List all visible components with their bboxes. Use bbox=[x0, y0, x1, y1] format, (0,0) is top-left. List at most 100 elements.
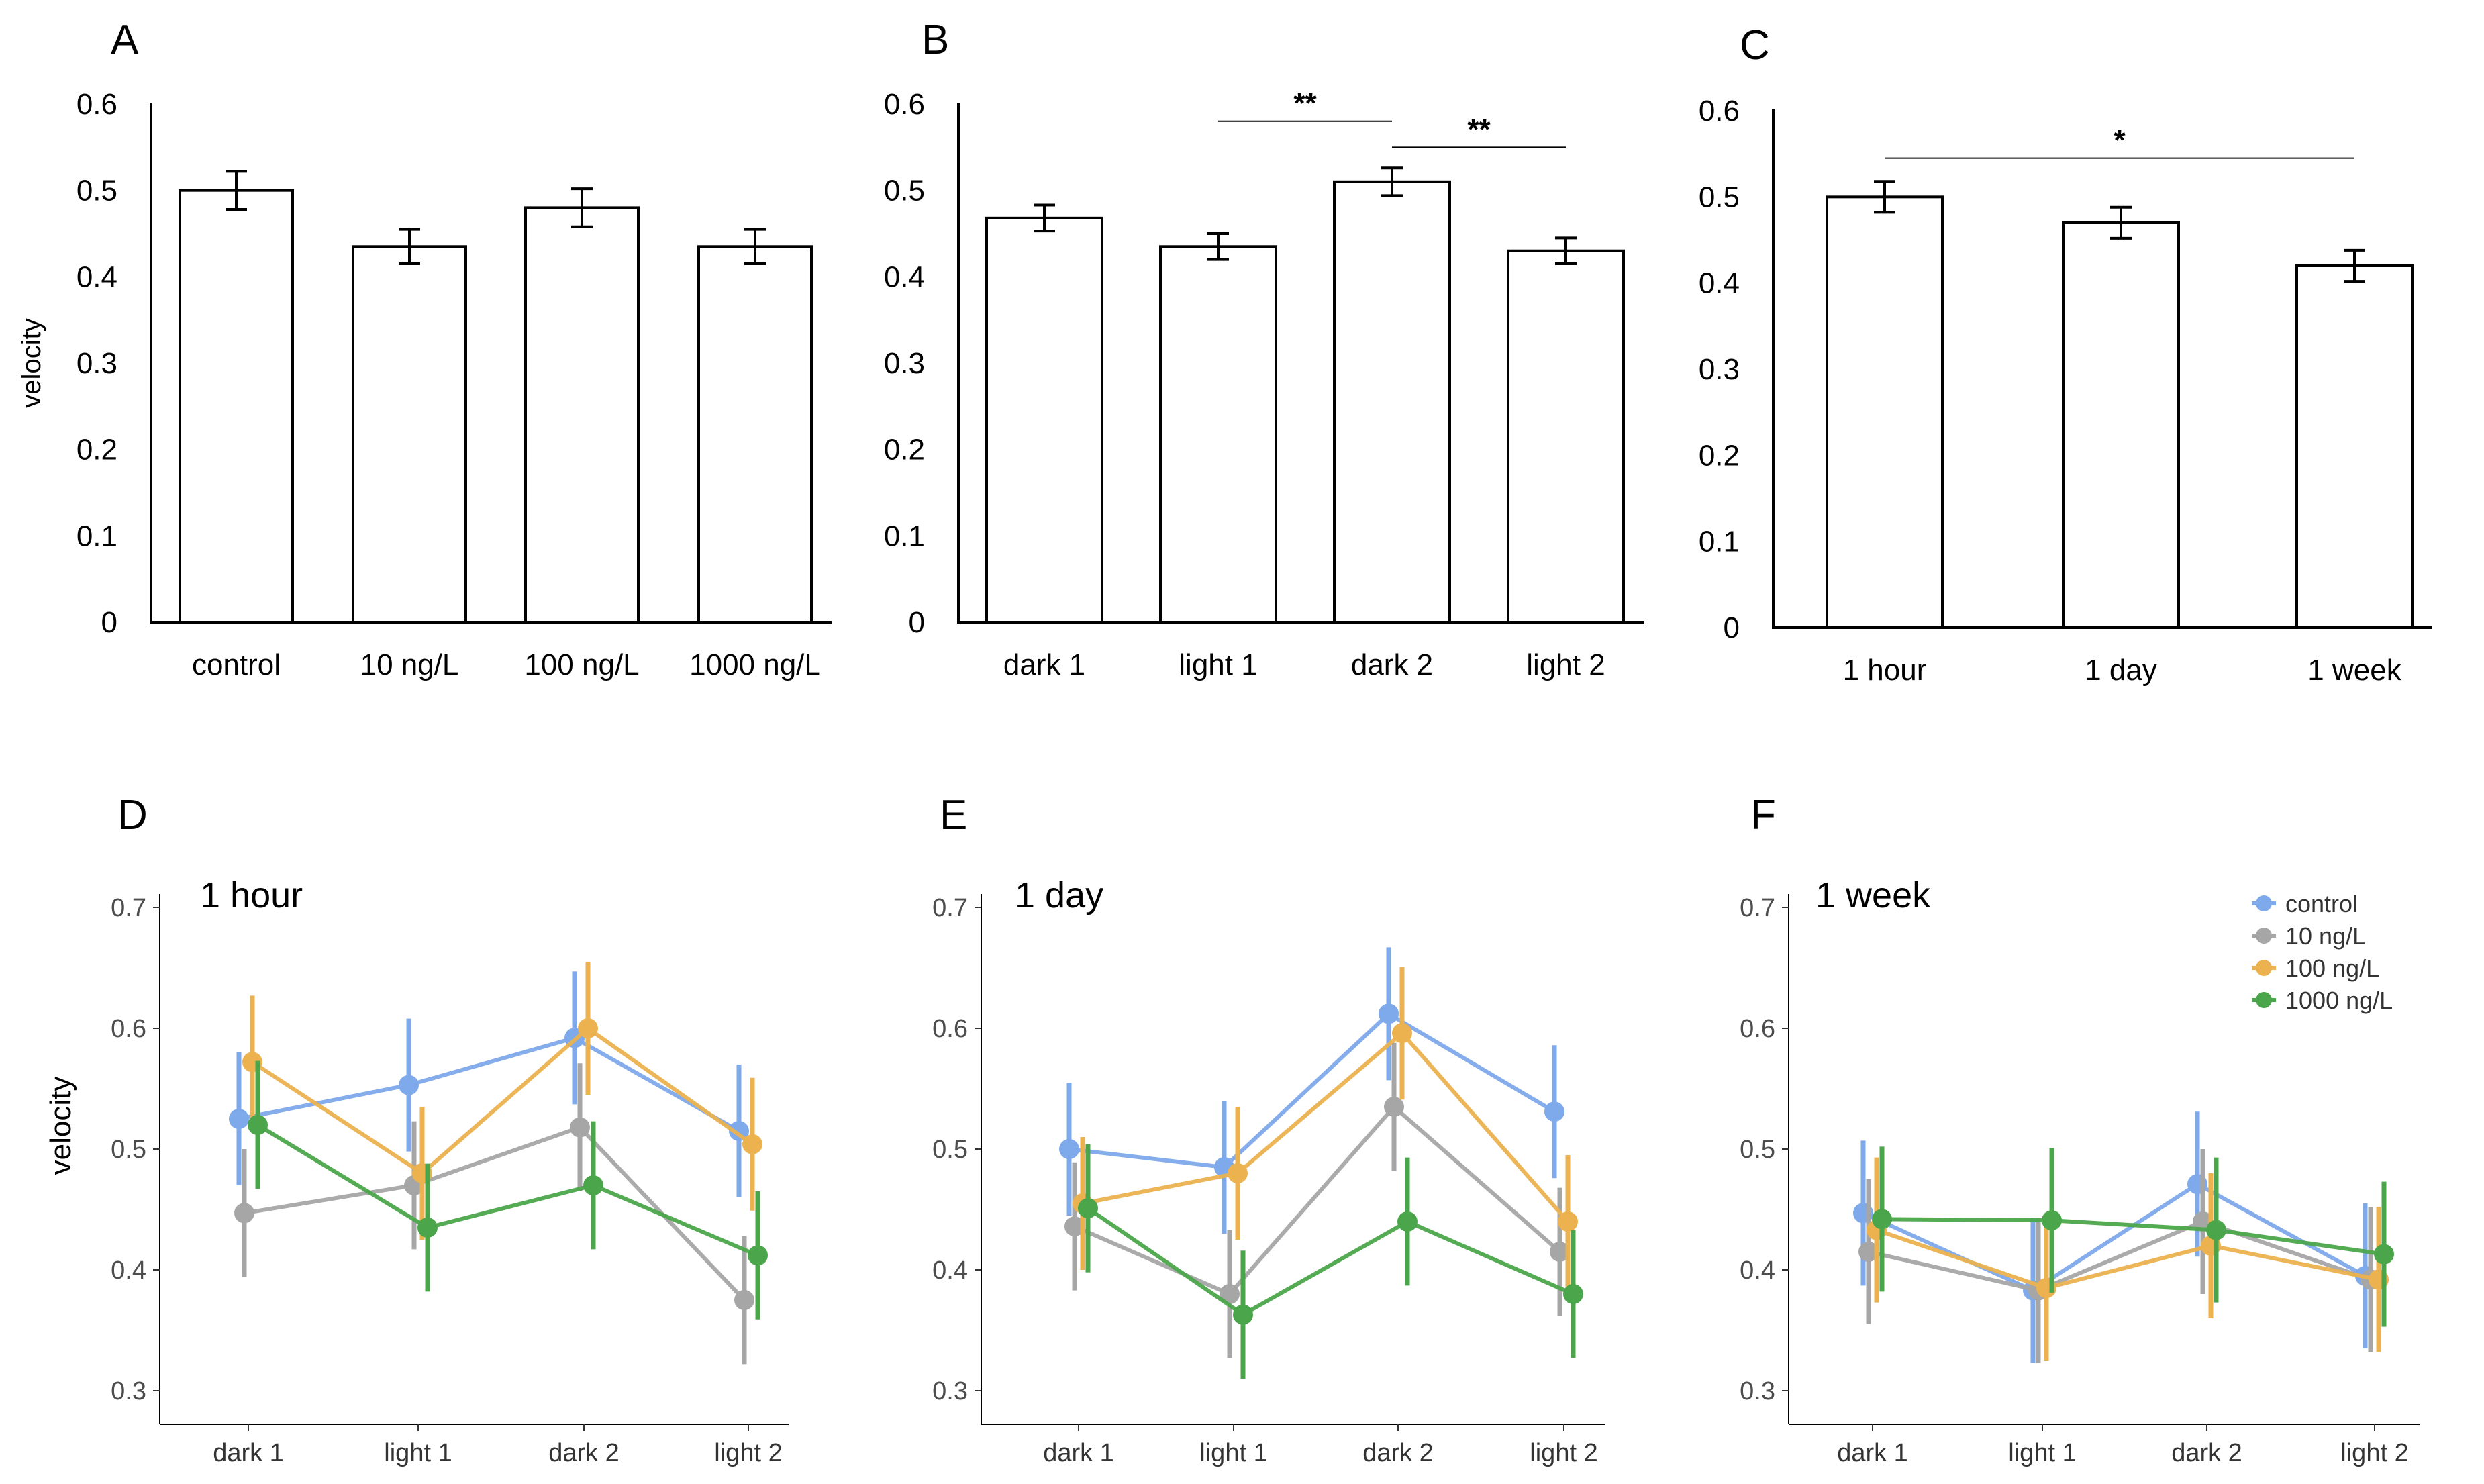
y-tick-label: 0.4 bbox=[1740, 1256, 1775, 1285]
panel-letter: B bbox=[922, 17, 949, 63]
panel-subtitle: 1 week bbox=[1816, 875, 1931, 916]
data-point bbox=[1059, 1139, 1079, 1159]
y-tick-label: 0.4 bbox=[884, 260, 925, 293]
panel-letter: D bbox=[117, 792, 148, 838]
x-tick-label: 1 hour bbox=[1843, 654, 1927, 687]
data-point bbox=[2206, 1220, 2226, 1240]
series-line-100-ng-l bbox=[251, 1026, 754, 1176]
y-tick-label: 0.4 bbox=[111, 1256, 146, 1285]
data-point bbox=[1397, 1211, 1418, 1232]
series-line-1000-ng-l bbox=[1881, 1217, 2385, 1256]
y-tick-label: 0.6 bbox=[884, 88, 925, 121]
y-tick-label: 0 bbox=[101, 606, 117, 639]
y-tick-label: 0 bbox=[1724, 611, 1740, 644]
y-axis-label: velocity bbox=[17, 318, 46, 407]
series-line-1000-ng-l bbox=[1087, 1206, 1575, 1318]
x-tick-label: dark 1 bbox=[213, 1439, 284, 1467]
data-point bbox=[578, 1018, 598, 1038]
bar bbox=[1333, 180, 1451, 624]
legend-swatch-dot bbox=[2256, 992, 2272, 1008]
data-point bbox=[1228, 1163, 1248, 1183]
bar bbox=[524, 206, 640, 624]
data-point bbox=[1558, 1211, 1578, 1232]
y-tick-label: 0.6 bbox=[111, 1015, 146, 1043]
y-tick-label: 0.6 bbox=[1699, 95, 1740, 128]
x-tick-label: 1 day bbox=[2085, 654, 2157, 687]
y-tick-label: 0.5 bbox=[932, 1136, 968, 1164]
y-tick-label: 0.7 bbox=[932, 894, 968, 922]
panel-letter: A bbox=[111, 17, 139, 63]
legend-entry: 100 ng/L bbox=[2285, 954, 2379, 982]
y-tick-label: 0.3 bbox=[111, 1377, 146, 1405]
y-tick-label: 0.3 bbox=[1699, 353, 1740, 386]
legend-swatch-dot bbox=[2256, 928, 2272, 944]
series-line-10-ng-l bbox=[244, 1125, 746, 1302]
legend-swatch-dot bbox=[2256, 960, 2272, 976]
y-tick-label: 0.3 bbox=[77, 347, 117, 380]
x-tick-label: dark 1 bbox=[1043, 1439, 1114, 1467]
panel-letter: E bbox=[940, 792, 967, 838]
series-line-100-ng-l bbox=[1082, 1030, 1570, 1223]
data-point bbox=[1550, 1242, 1570, 1262]
data-point bbox=[1872, 1209, 1892, 1230]
bar bbox=[2295, 264, 2414, 629]
series-line-control bbox=[238, 1036, 740, 1133]
series-line-100-ng-l bbox=[1876, 1228, 2379, 1291]
y-tick-label: 0.6 bbox=[1740, 1015, 1775, 1043]
x-tick-label: 1 week bbox=[2307, 654, 2401, 687]
significance-label: ** bbox=[1293, 87, 1317, 120]
series-line-10-ng-l bbox=[1868, 1219, 2371, 1293]
panel-b: B 0 0.1 0.2 0.3 0.4 0.5 0.6 dark 1 light 1 dark 2 l… bbox=[884, 17, 1644, 681]
bar bbox=[1159, 245, 1277, 624]
panel-subtitle: 1 day bbox=[1015, 875, 1103, 916]
x-tick-label: 1000 ng/L bbox=[689, 648, 821, 681]
bar bbox=[697, 245, 813, 624]
y-tick-label: 0.2 bbox=[1699, 439, 1740, 472]
data-point bbox=[1563, 1284, 1583, 1304]
y-tick-label: 0.5 bbox=[77, 175, 117, 207]
x-tick-label: dark 1 bbox=[1837, 1439, 1908, 1467]
series-line-control bbox=[1862, 1181, 2367, 1293]
y-tick-label: 0.3 bbox=[884, 347, 925, 380]
x-tick-label: light 1 bbox=[1199, 1439, 1267, 1467]
panel-a: A 0 0.1 0.2 0.3 0.4 0.5 0.6 velocity control 10 ng… bbox=[17, 17, 832, 681]
bar bbox=[179, 189, 294, 624]
panel-e: E 1 day 0.3 0.4 0.5 0.6 0.7 dark 1 light 1 dark 2… bbox=[932, 792, 1605, 1467]
x-tick-label: 100 ng/L bbox=[524, 648, 639, 681]
series-line-1000-ng-l bbox=[256, 1123, 759, 1258]
data-point bbox=[570, 1117, 590, 1138]
y-tick-label: 0.5 bbox=[111, 1136, 146, 1164]
bar bbox=[2062, 221, 2180, 630]
x-tick-label: dark 2 bbox=[548, 1439, 619, 1467]
significance-label: ** bbox=[1467, 113, 1491, 146]
data-point bbox=[1392, 1023, 1412, 1044]
legend-entry: 10 ng/L bbox=[2285, 922, 2366, 950]
y-tick-label: 0.2 bbox=[77, 434, 117, 466]
data-point bbox=[1379, 1003, 1399, 1024]
y-tick-label: 0.4 bbox=[932, 1256, 968, 1285]
x-tick-label: 10 ng/L bbox=[360, 648, 459, 681]
x-tick-label: dark 1 bbox=[1003, 648, 1085, 681]
data-point bbox=[248, 1115, 268, 1135]
significance-label: * bbox=[2114, 124, 2126, 157]
y-tick-label: 0.5 bbox=[1699, 181, 1740, 213]
x-tick-label: light 2 bbox=[1530, 1439, 1597, 1467]
x-tick-label: dark 2 bbox=[1351, 648, 1433, 681]
data-point bbox=[583, 1175, 603, 1195]
data-point bbox=[1544, 1101, 1564, 1122]
data-point bbox=[1064, 1216, 1085, 1237]
y-tick-label: 0.3 bbox=[932, 1377, 968, 1405]
data-point bbox=[234, 1203, 254, 1224]
y-tick-label: 0.6 bbox=[77, 88, 117, 121]
x-tick-label: light 2 bbox=[1526, 648, 1605, 681]
y-tick-label: 0.2 bbox=[884, 434, 925, 466]
x-tick-label: control bbox=[192, 648, 281, 681]
legend-swatch-dot bbox=[2256, 895, 2272, 911]
series-line-10-ng-l bbox=[1073, 1103, 1561, 1297]
x-tick-label: light 1 bbox=[2008, 1439, 2076, 1467]
panel-d: D 1 hour 0.3 0.4 0.5 0.6 0.7 dark 1 light 1 dark … bbox=[44, 792, 789, 1467]
series-line-control bbox=[1069, 1011, 1556, 1170]
panel-c: C 0 0.1 0.2 0.3 0.4 0.5 0.6 1 hour 1 day 1 week * bbox=[1699, 22, 2432, 687]
x-tick-label: light 1 bbox=[1179, 648, 1257, 681]
